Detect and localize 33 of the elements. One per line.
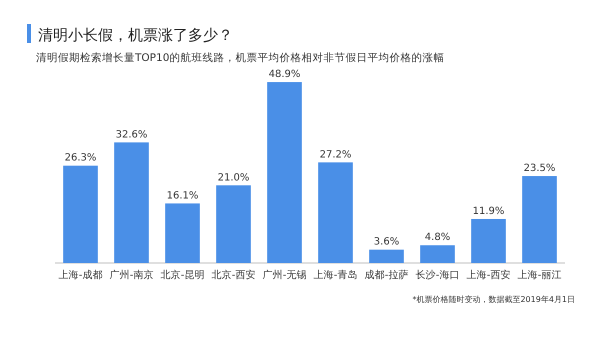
- x-tick-label: 长沙-海口: [416, 269, 460, 281]
- data-label: 16.1%: [166, 190, 198, 202]
- data-label: 23.5%: [524, 163, 556, 174]
- bar: [318, 162, 353, 263]
- bar: [216, 185, 251, 263]
- data-label: 32.6%: [116, 129, 148, 140]
- bar: [267, 82, 302, 263]
- bar: [420, 245, 455, 263]
- bar: [63, 166, 98, 263]
- x-tick-label: 北京-昆明: [160, 269, 204, 281]
- bar: [471, 218, 506, 263]
- x-tick-label: 上海-丽江: [518, 269, 562, 281]
- x-tick-label: 广州-无锡: [262, 269, 306, 281]
- x-tick-label: 成都-拉萨: [364, 269, 408, 281]
- bar: [114, 142, 149, 263]
- data-label: 3.6%: [374, 236, 400, 248]
- x-tick-label: 上海-青岛: [314, 269, 358, 281]
- x-tick-label: 上海-西安: [466, 269, 510, 281]
- text: *机票价格随时变动，数据截至2019年4月1日: [412, 295, 575, 304]
- bar: [165, 203, 200, 263]
- x-tick-label: 上海-成都: [58, 269, 102, 281]
- bar: [522, 176, 557, 263]
- x-tick-label: 北京-西安: [212, 269, 256, 281]
- data-label: 21.0%: [218, 172, 250, 184]
- data-label: 27.2%: [320, 149, 352, 160]
- bar: [369, 250, 404, 263]
- chart-title: 清明小长假，机票涨了多少？: [38, 26, 233, 44]
- data-label: 26.3%: [64, 152, 96, 164]
- chart-subtitle: 清明假期检索增长量TOP10的航班线路，机票平均价格相对非节假日平均价格的涨幅: [36, 51, 444, 64]
- data-label: 48.9%: [268, 69, 300, 80]
- data-label: 11.9%: [472, 206, 504, 217]
- x-tick-label: 广州-南京: [110, 269, 154, 281]
- data-label: 4.8%: [424, 232, 450, 244]
